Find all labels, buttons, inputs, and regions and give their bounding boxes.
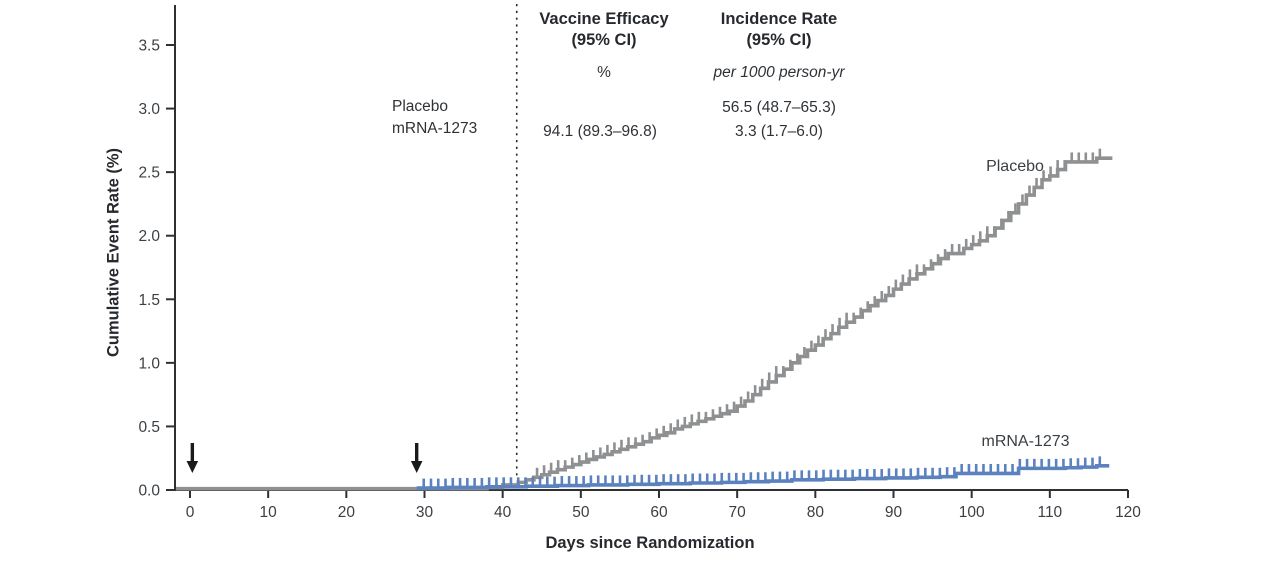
y-tick-label: 2.0 [138,228,160,245]
x-axis-title: Days since Randomization [545,534,755,552]
x-tick-label: 70 [729,504,747,521]
stats-row-label-mrna: mRNA-1273 [392,120,478,137]
y-tick-label: 0.0 [138,483,160,500]
dose-arrow-head [186,461,199,473]
incidence-rate-header-line1: Incidence Rate [720,10,838,28]
y-tick-label: 3.5 [138,38,160,55]
dose-arrow-head [410,461,423,473]
x-tick-label: 120 [1115,504,1141,521]
mrna-curve-label: mRNA-1273 [981,433,1070,450]
x-tick-label: 50 [572,504,590,521]
y-tick-label: 1.5 [138,292,160,309]
x-tick-label: 80 [807,504,825,521]
x-tick-label: 110 [1037,504,1062,521]
y-axis-title: Cumulative Event Rate (%) [104,147,123,358]
stats-row-label-placebo: Placebo [392,98,449,115]
incidence-unit-label: per 1000 person-yr [713,64,845,81]
y-tick-label: 3.0 [138,101,160,118]
x-tick-label: 10 [260,504,278,521]
placebo-curve [176,156,1113,491]
mrna-curve [416,464,1110,490]
x-tick-label: 0 [186,504,195,521]
mrna-efficacy-value: 94.1 (89.3–96.8) [543,123,657,140]
y-tick-label: 0.5 [138,419,160,436]
x-tick-label: 100 [959,504,985,521]
mrna-incidence-value: 3.3 (1.7–6.0) [735,123,823,140]
x-tick-label: 40 [494,504,512,521]
placebo-incidence-value: 56.5 (48.7–65.3) [722,99,836,116]
incidence-rate-header-line2: (95% CI) [746,31,812,49]
vaccine-efficacy-header-line2: (95% CI) [571,31,637,49]
x-tick-label: 30 [416,504,434,521]
y-tick-label: 1.0 [138,355,160,372]
vaccine-efficacy-header: Vaccine Efficacy (95% CI) [504,9,704,51]
x-tick-label: 90 [885,504,903,521]
x-tick-label: 20 [338,504,356,521]
vaccine-efficacy-header-line1: Vaccine Efficacy [539,10,669,28]
y-tick-label: 2.5 [138,165,160,182]
efficacy-unit-label: % [597,64,611,81]
x-tick-label: 60 [650,504,668,521]
incidence-rate-header: Incidence Rate (95% CI) [679,9,879,51]
placebo-curve-label: Placebo [986,158,1044,175]
